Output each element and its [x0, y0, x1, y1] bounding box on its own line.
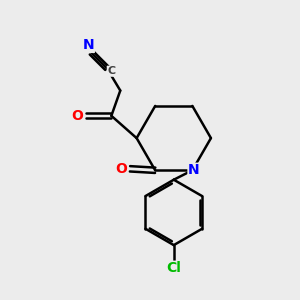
Text: N: N	[83, 38, 94, 52]
Text: C: C	[107, 66, 116, 76]
Text: N: N	[188, 163, 200, 177]
Text: O: O	[71, 109, 83, 123]
Text: O: O	[116, 162, 127, 176]
Text: Cl: Cl	[166, 261, 181, 275]
